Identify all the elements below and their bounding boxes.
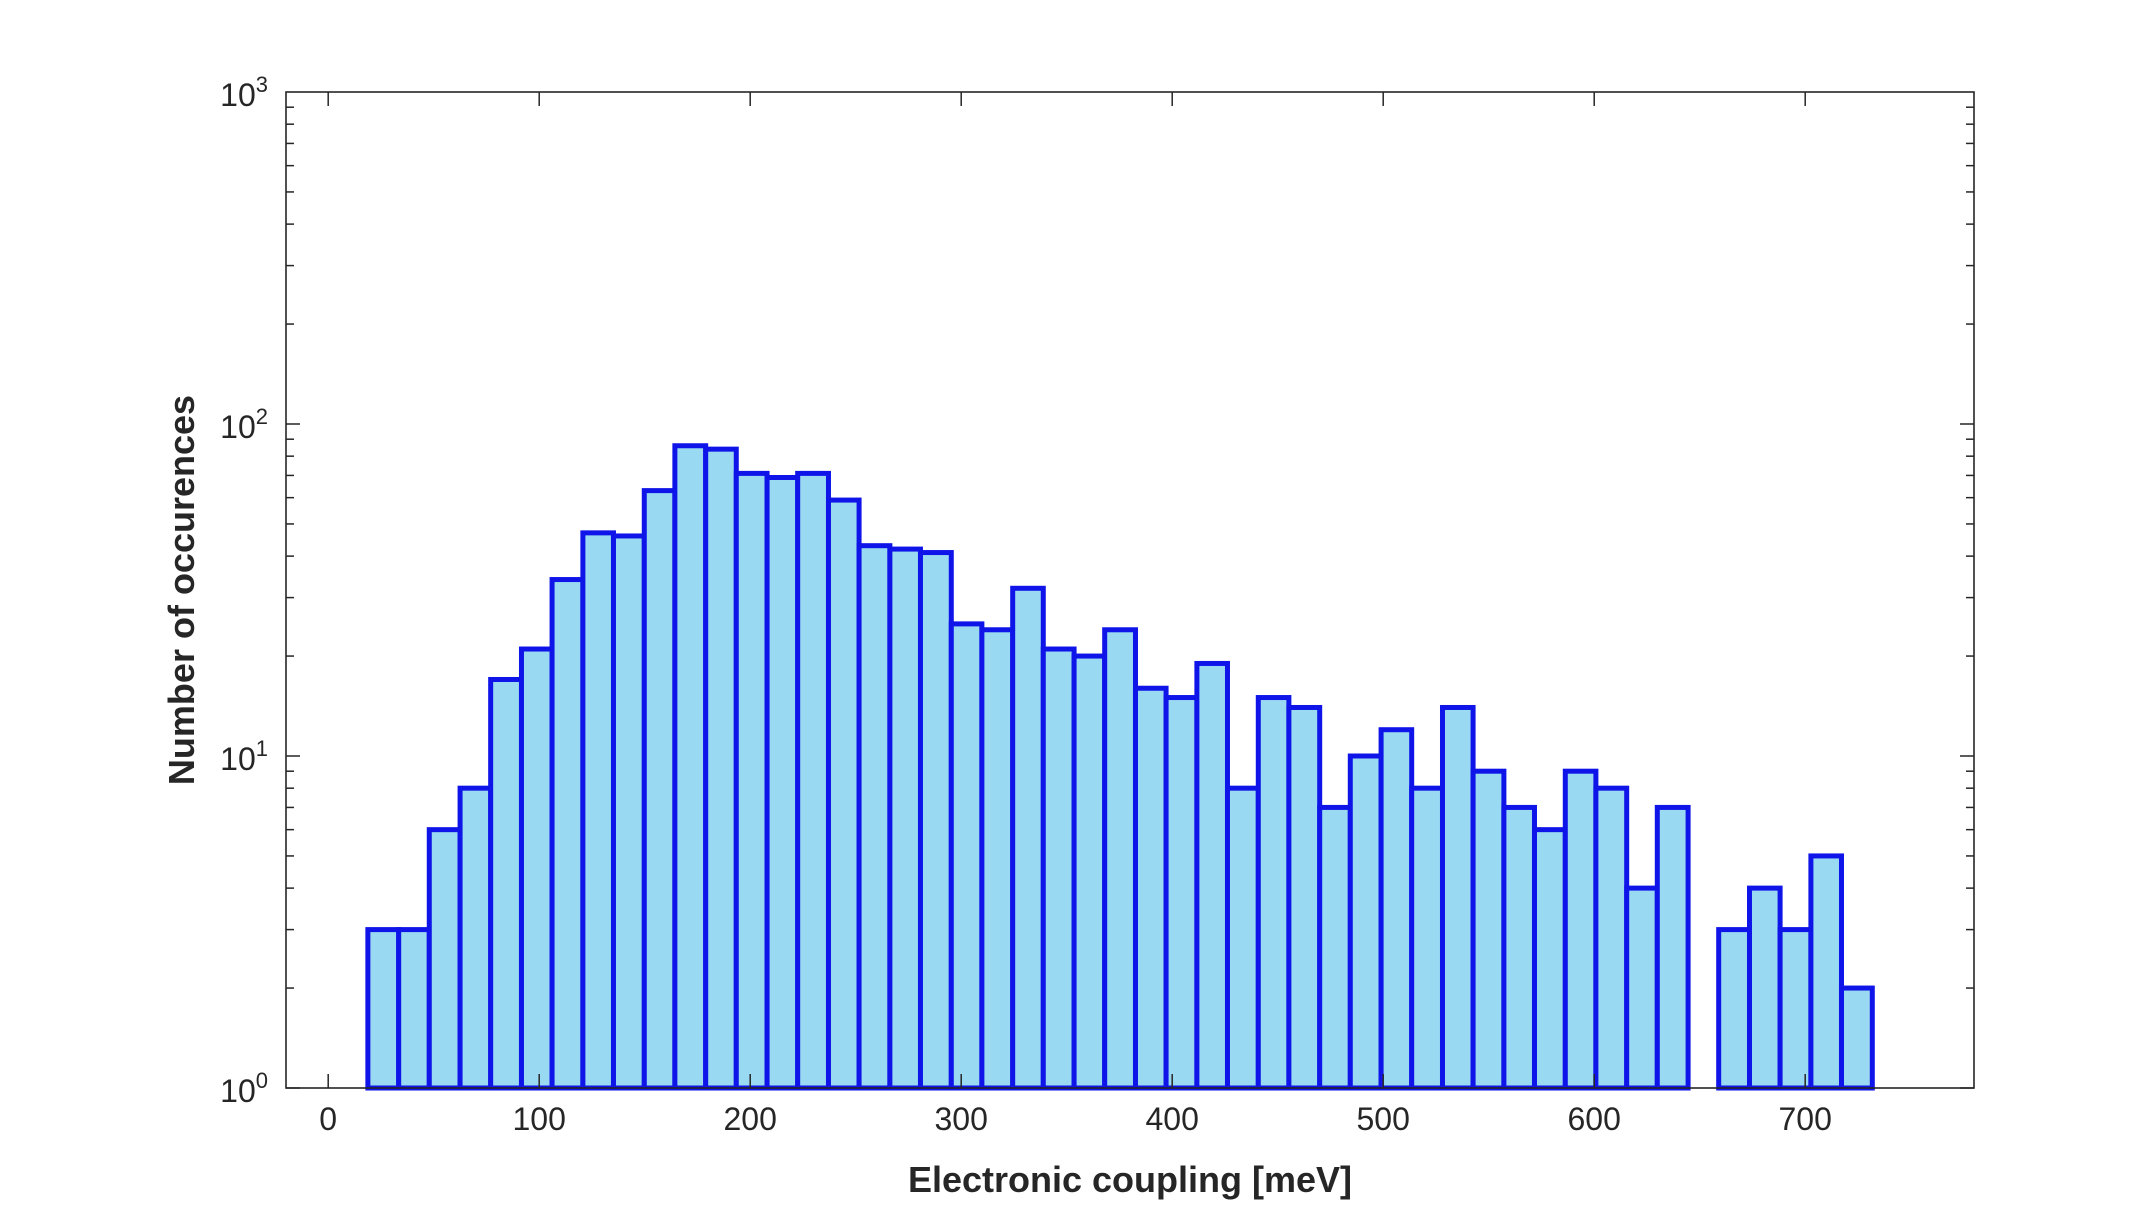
histogram-bar bbox=[948, 621, 985, 1091]
x-tick-label: 200 bbox=[724, 1101, 777, 1137]
histogram-bar bbox=[488, 676, 524, 1091]
histogram-bar bbox=[1378, 727, 1415, 1091]
histogram-bar bbox=[979, 627, 1016, 1091]
y-tick-label: 103 bbox=[220, 72, 268, 113]
histogram-bar bbox=[764, 475, 801, 1091]
histogram-bar bbox=[856, 543, 893, 1091]
histogram-bar bbox=[1777, 927, 1814, 1091]
histogram-bar bbox=[1347, 753, 1384, 1091]
histogram-bar bbox=[703, 446, 739, 1091]
histogram-bar bbox=[917, 550, 954, 1091]
axes-box bbox=[285, 91, 1975, 1089]
histogram-bar bbox=[1040, 646, 1077, 1091]
histogram-bar bbox=[396, 927, 432, 1091]
y-tick-label: 102 bbox=[220, 404, 268, 445]
histogram-bar bbox=[1808, 853, 1844, 1091]
x-tick-label: 600 bbox=[1568, 1101, 1621, 1137]
axis-ticks bbox=[286, 92, 1974, 1089]
histogram-bar bbox=[1624, 885, 1660, 1091]
histogram-bar bbox=[1746, 885, 1783, 1091]
histogram-bar bbox=[518, 646, 555, 1091]
x-tick-labels: 0 100 200 300 400 500 600 700 bbox=[319, 1101, 1832, 1137]
histogram-bar bbox=[1224, 785, 1261, 1091]
histogram-bar bbox=[1716, 927, 1752, 1091]
y-tick-labels: 100 101 102 103 bbox=[220, 72, 268, 1109]
histogram-bar bbox=[641, 488, 678, 1091]
histogram-bar bbox=[457, 785, 494, 1091]
y-tick-label: 100 bbox=[220, 1068, 268, 1109]
histogram-bar bbox=[1439, 704, 1476, 1091]
histogram-bar bbox=[610, 533, 647, 1091]
histogram-bar bbox=[1593, 785, 1630, 1091]
histogram-bar bbox=[580, 530, 616, 1091]
histogram-bar bbox=[1102, 627, 1138, 1091]
x-tick-label: 300 bbox=[935, 1101, 988, 1137]
histogram-bar bbox=[1409, 785, 1445, 1091]
histogram-bar bbox=[672, 443, 709, 1091]
histogram-bar bbox=[549, 577, 586, 1091]
histogram-bar bbox=[887, 546, 923, 1091]
histogram-bar bbox=[1071, 653, 1108, 1091]
histogram-bars bbox=[365, 443, 1875, 1091]
histogram-bar bbox=[1317, 804, 1353, 1091]
histogram-bar bbox=[426, 827, 463, 1091]
histogram-bar bbox=[365, 927, 402, 1091]
histogram-bar bbox=[1010, 585, 1046, 1091]
histogram-bar bbox=[1132, 685, 1169, 1091]
histogram-bar bbox=[1286, 704, 1323, 1091]
histogram-bar bbox=[825, 497, 862, 1091]
histogram-bar bbox=[795, 470, 831, 1091]
histogram-bar bbox=[1501, 804, 1537, 1091]
y-tick-label: 101 bbox=[220, 736, 268, 777]
histogram-bar bbox=[733, 470, 770, 1091]
x-tick-label: 500 bbox=[1357, 1101, 1410, 1137]
histogram-bar bbox=[1255, 695, 1292, 1091]
histogram-bar bbox=[1838, 985, 1875, 1091]
histogram-bar bbox=[1163, 695, 1200, 1091]
x-tick-label: 100 bbox=[513, 1101, 566, 1137]
x-tick-label: 400 bbox=[1146, 1101, 1199, 1137]
x-axis-label: Electronic coupling [meV] bbox=[908, 1159, 1352, 1200]
x-tick-label: 700 bbox=[1779, 1101, 1832, 1137]
histogram-bar bbox=[1562, 768, 1599, 1091]
y-axis-label: Number of occurences bbox=[161, 395, 202, 785]
x-tick-label: 0 bbox=[319, 1101, 337, 1137]
histogram-bar bbox=[1470, 768, 1507, 1091]
histogram-bar bbox=[1531, 827, 1568, 1091]
histogram-bar bbox=[1194, 660, 1230, 1091]
histogram-bar bbox=[1654, 804, 1691, 1091]
